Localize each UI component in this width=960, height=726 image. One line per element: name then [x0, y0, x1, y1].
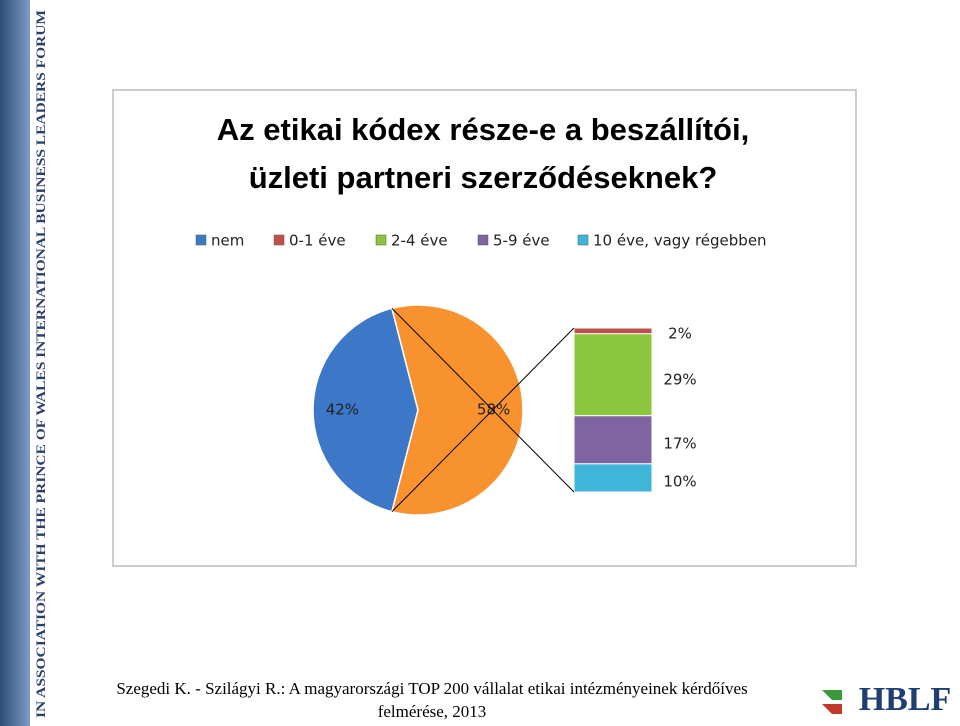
- legend-label: 0-1 éve: [289, 232, 346, 250]
- bar-segment: [573, 327, 653, 335]
- bar-segment: [573, 415, 653, 465]
- pie-slice: [390, 304, 524, 516]
- pie-slice: [312, 307, 419, 513]
- logo-icon: [822, 690, 842, 714]
- legend-label: 2-4 éve: [391, 232, 448, 250]
- connector: [391, 327, 575, 513]
- legend-marker: [375, 234, 387, 246]
- bar-segment: [573, 463, 653, 493]
- bar-label: 29%: [663, 371, 696, 389]
- footer: Szegedi K. - Szilágyi R.: A magyarország…: [116, 679, 747, 698]
- footer: felmérése, 2013: [378, 702, 487, 721]
- legend-marker: [273, 234, 285, 246]
- connector: [391, 307, 575, 493]
- bar-label: 2%: [668, 325, 692, 343]
- bar-label: 17%: [663, 435, 696, 453]
- legend-marker: [477, 234, 489, 246]
- legend-label: 5-9 éve: [493, 232, 550, 250]
- legend-label: nem: [211, 232, 244, 250]
- sidebar-text: IN ASSOCIATION WITH THE PRINCE OF WALES …: [33, 10, 48, 718]
- side-strip: [0, 0, 30, 726]
- legend-label: 10 éve, vagy régebben: [593, 232, 767, 250]
- legend-marker: [577, 234, 589, 246]
- chart-title: Az etikai kódex része-e a beszállítói,: [217, 112, 749, 147]
- chart-title: üzleti partneri szerződéseknek?: [249, 160, 718, 195]
- bar-segment: [573, 333, 653, 417]
- pie-label: 42%: [326, 401, 359, 419]
- bar-label: 10%: [663, 473, 696, 491]
- legend-marker: [195, 234, 207, 246]
- logo: HBLF: [859, 681, 952, 718]
